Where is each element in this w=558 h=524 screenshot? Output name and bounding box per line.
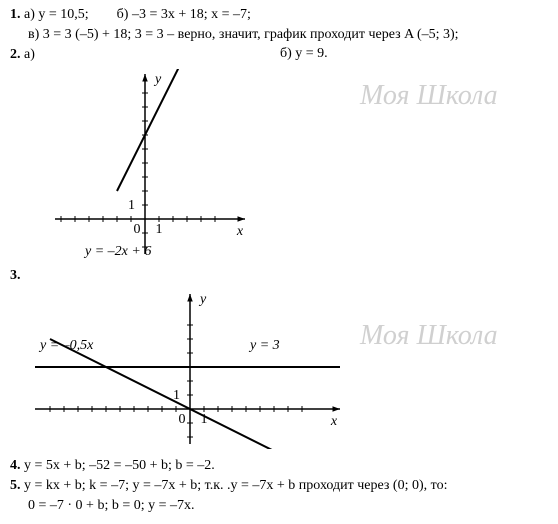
problem-number: 2. [10, 47, 21, 62]
p5-text: y = kx + b; k = –7; y = –7x + b; т.к. .y… [24, 478, 447, 493]
problem-number: 4. [10, 458, 21, 473]
svg-text:x: x [236, 224, 244, 239]
svg-text:y: y [198, 292, 207, 307]
p1-v: в) 3 = 3 (–5) + 18; 3 = 3 – верно, значи… [10, 26, 548, 44]
problem-number: 1. [10, 7, 21, 22]
svg-text:y = –0,5x: y = –0,5x [38, 338, 94, 353]
p1-b: б) –3 = 3x + 18; x = –7; [117, 7, 251, 22]
chart-p2: 011xyy = –2x + 6 [50, 69, 270, 259]
svg-text:1: 1 [128, 198, 135, 213]
problem-number: 3. [10, 268, 21, 283]
problem-4: 4. y = 5x + b; –52 = –50 + b; b = –2. [10, 457, 548, 475]
p5-text2: 0 = –7 · 0 + b; b = 0; y = –7x. [10, 497, 548, 515]
page-content: 1. а) y = 10,5; б) –3 = 3x + 18; x = –7;… [0, 0, 558, 523]
p1-a: а) y = 10,5; [24, 7, 89, 22]
p4-text: y = 5x + b; –52 = –50 + b; b = –2. [24, 458, 215, 473]
svg-text:0: 0 [134, 222, 141, 237]
problem-1: 1. а) y = 10,5; б) –3 = 3x + 18; x = –7; [10, 6, 548, 24]
problem-3: 3. 011xyy = –0,5xy = 3 [10, 267, 548, 449]
svg-text:y = –2x + 6: y = –2x + 6 [83, 244, 151, 259]
problem-5: 5. y = kx + b; k = –7; y = –7x + b; т.к.… [10, 477, 548, 495]
p2-b: б) y = 9. [280, 46, 328, 61]
svg-text:1: 1 [156, 222, 163, 237]
svg-text:y = 3: y = 3 [248, 338, 280, 353]
svg-text:x: x [330, 414, 338, 429]
svg-text:0: 0 [179, 412, 186, 427]
problem-number: 5. [10, 478, 21, 493]
svg-text:y: y [153, 72, 162, 87]
p2-a: а) [24, 47, 35, 62]
problem-2: 2. а) 011xyy = –2x + 6 б) y = 9. [10, 46, 548, 266]
chart-p3: 011xyy = –0,5xy = 3 [30, 289, 548, 449]
